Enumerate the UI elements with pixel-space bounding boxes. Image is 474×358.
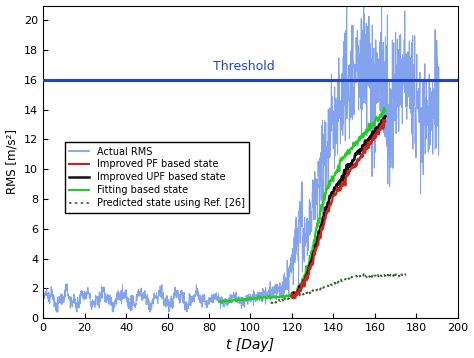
Y-axis label: RMS [m/s²]: RMS [m/s²] [6,129,18,194]
Legend: Actual RMS, Improved PF based state, Improved UPF based state, Fitting based sta: Actual RMS, Improved PF based state, Imp… [64,142,249,213]
Text: Threshold: Threshold [213,59,275,73]
X-axis label: t [Day]: t [Day] [227,338,274,352]
